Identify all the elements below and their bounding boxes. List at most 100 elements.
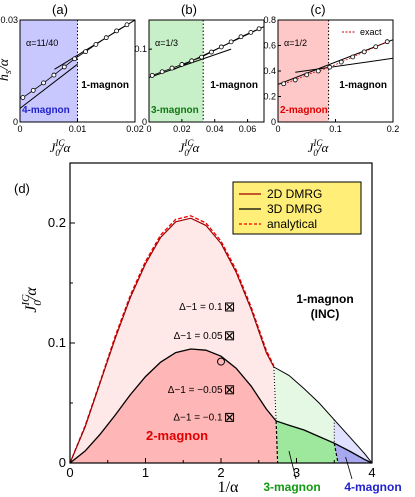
series-2d-dmrg xyxy=(69,217,275,464)
delta-label: Δ−1 = −0.1 xyxy=(173,412,223,423)
data-point xyxy=(248,29,254,35)
y-tick-label: 0 xyxy=(13,117,18,127)
panel-d-label: (d) xyxy=(14,181,30,196)
dotted-boundary xyxy=(273,366,277,422)
region-label-right: 1-magnon xyxy=(339,80,387,91)
alpha-label: α=1/3 xyxy=(155,38,178,48)
region-label-right: 1-magnon xyxy=(210,80,258,91)
y-tick-label: 0 xyxy=(59,455,66,470)
y-tick-label: 0.8 xyxy=(263,15,276,25)
alpha-label: α=11/40 xyxy=(26,38,58,48)
fit-line-left xyxy=(20,63,78,109)
data-point xyxy=(103,35,109,41)
region-label-1magnon: 1-magnon xyxy=(296,292,353,306)
x-tick-label: 0 xyxy=(17,124,22,134)
data-point xyxy=(327,64,333,70)
data-point xyxy=(61,64,67,70)
alpha-label: α=1/2 xyxy=(284,38,307,48)
data-point xyxy=(83,49,88,55)
panel-b: 0 0.02 0.04 0.06 0 0.1 α=1/3 1-magnon 3-magnon xyxy=(134,19,265,134)
series-3d-dmrg xyxy=(69,348,373,464)
plot-frame xyxy=(148,19,265,123)
x-tick-label: 0.06 xyxy=(239,124,257,134)
y-tick-label: 0.2 xyxy=(263,92,276,102)
data-point xyxy=(159,69,165,75)
y-tick-label: 0.2 xyxy=(48,215,66,230)
region-label-inc: (INC) xyxy=(311,307,340,321)
y-tick-label: 0.1 xyxy=(48,335,66,350)
x-tick-label: 0.02 xyxy=(173,124,191,134)
data-point xyxy=(238,34,244,40)
panel-b-label: (b) xyxy=(181,2,197,17)
dashed-boundary xyxy=(333,443,339,464)
region-label-left: 3-magnon xyxy=(151,105,199,116)
data-point xyxy=(124,22,130,28)
panel-a: 0 0.01 0.02 0 0.03 α=11/40 1-magnon 4-magnon xyxy=(0,15,143,134)
data-point xyxy=(72,56,78,62)
data-point xyxy=(256,26,262,32)
marker-circle xyxy=(217,357,225,366)
y-tick-label: 0.03 xyxy=(0,15,18,25)
data-point xyxy=(315,68,321,74)
data-point xyxy=(338,59,344,65)
panel-c-xlabel: JIC 0/α xyxy=(308,138,330,158)
data-point xyxy=(304,72,310,78)
data-point xyxy=(149,72,155,78)
dashed-boundary xyxy=(275,420,279,464)
data-line xyxy=(283,41,388,85)
region-2magnon-lower xyxy=(70,349,278,463)
data-point xyxy=(179,62,185,67)
data-point xyxy=(189,58,195,64)
upper-boundary-line xyxy=(273,366,373,464)
data-point xyxy=(199,54,204,60)
panel-c: 0 0.1 0.2 0 0.2 0.4 0.6 0.8 α=1/2 1-magnon 2-magno… xyxy=(263,15,399,134)
data-point xyxy=(20,95,26,100)
legend-label: 2D DMRG xyxy=(267,187,322,201)
delta-label: Δ−1 = −0.05 xyxy=(168,385,223,396)
x-tick-label: 0.04 xyxy=(206,124,224,134)
region-label-3magnon: 3-magnon xyxy=(263,480,320,494)
x-tick-label: 0.1 xyxy=(329,124,342,134)
panel-a-ylabel: hs/α xyxy=(0,58,14,81)
data-point xyxy=(228,39,234,45)
fit-line-right xyxy=(295,57,393,73)
legend-label-exact: exact xyxy=(360,27,382,37)
y-tick-label: 0.6 xyxy=(263,41,276,51)
panel-a-label: (a) xyxy=(52,2,68,17)
x-tick-label: 3 xyxy=(293,465,300,480)
x-tick-label: 1 xyxy=(142,465,149,480)
data-point xyxy=(169,65,175,71)
x-tick-label: 0 xyxy=(66,465,73,480)
panel-d-xlabel: 1/α xyxy=(218,479,239,496)
y-tick-label: 0.1 xyxy=(134,44,147,54)
region-label-left: 2-magnon xyxy=(280,105,328,116)
y-tick-label: 0 xyxy=(142,117,147,127)
legend-label: analytical xyxy=(267,217,317,231)
delta-label: Δ−1 = 0.1 xyxy=(179,302,223,313)
panel-b-xlabel: JIC 0/α xyxy=(179,138,201,158)
x-tick-label: 0 xyxy=(146,124,151,134)
x-tick-label: 0.02 xyxy=(126,124,144,134)
region-3magnon-lower xyxy=(276,421,339,463)
panel-d-ylabel: JIC0/α xyxy=(20,287,44,313)
x-tick-label: 0.2 xyxy=(387,124,400,134)
legend-label: 3D DMRG xyxy=(267,202,322,216)
data-point xyxy=(384,39,390,45)
data-point xyxy=(361,49,367,55)
region-3magnon-upper xyxy=(273,367,335,444)
region-2magnon-upper xyxy=(70,218,277,463)
data-point xyxy=(30,87,36,93)
delta-label: Δ−1 = 0.05 xyxy=(174,331,223,342)
pointer-4magnon xyxy=(345,456,353,480)
data-point xyxy=(218,44,224,50)
x-tick-label: 0.01 xyxy=(69,124,87,134)
data-point xyxy=(373,44,379,50)
y-tick-label: 0.4 xyxy=(263,66,276,76)
region-label-left: 4-magnon xyxy=(22,105,70,116)
region-3-magnon xyxy=(149,20,204,122)
y-tick-label: 0 xyxy=(271,117,276,127)
data-point xyxy=(41,80,46,86)
data-point xyxy=(281,81,287,87)
data-point xyxy=(114,28,119,34)
